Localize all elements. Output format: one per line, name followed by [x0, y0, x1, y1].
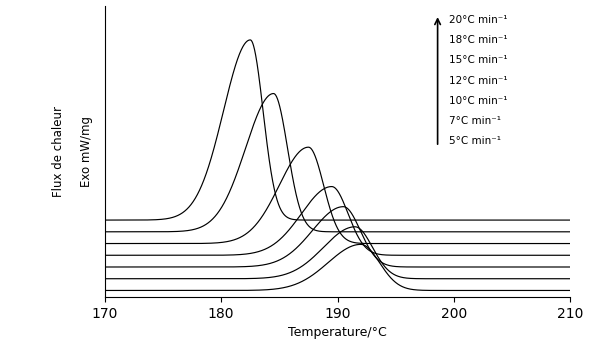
Text: 18°C min⁻¹: 18°C min⁻¹ — [449, 35, 508, 45]
X-axis label: Temperature/°C: Temperature/°C — [288, 326, 387, 339]
Text: 5°C min⁻¹: 5°C min⁻¹ — [449, 136, 501, 146]
Text: 20°C min⁻¹: 20°C min⁻¹ — [449, 15, 508, 25]
Text: Flux de chaleur: Flux de chaleur — [52, 106, 65, 197]
Text: 12°C min⁻¹: 12°C min⁻¹ — [449, 76, 508, 86]
Text: Exo mW/mg: Exo mW/mg — [80, 116, 92, 187]
Text: 15°C min⁻¹: 15°C min⁻¹ — [449, 56, 508, 66]
Text: 7°C min⁻¹: 7°C min⁻¹ — [449, 116, 501, 126]
Text: 10°C min⁻¹: 10°C min⁻¹ — [449, 96, 508, 106]
